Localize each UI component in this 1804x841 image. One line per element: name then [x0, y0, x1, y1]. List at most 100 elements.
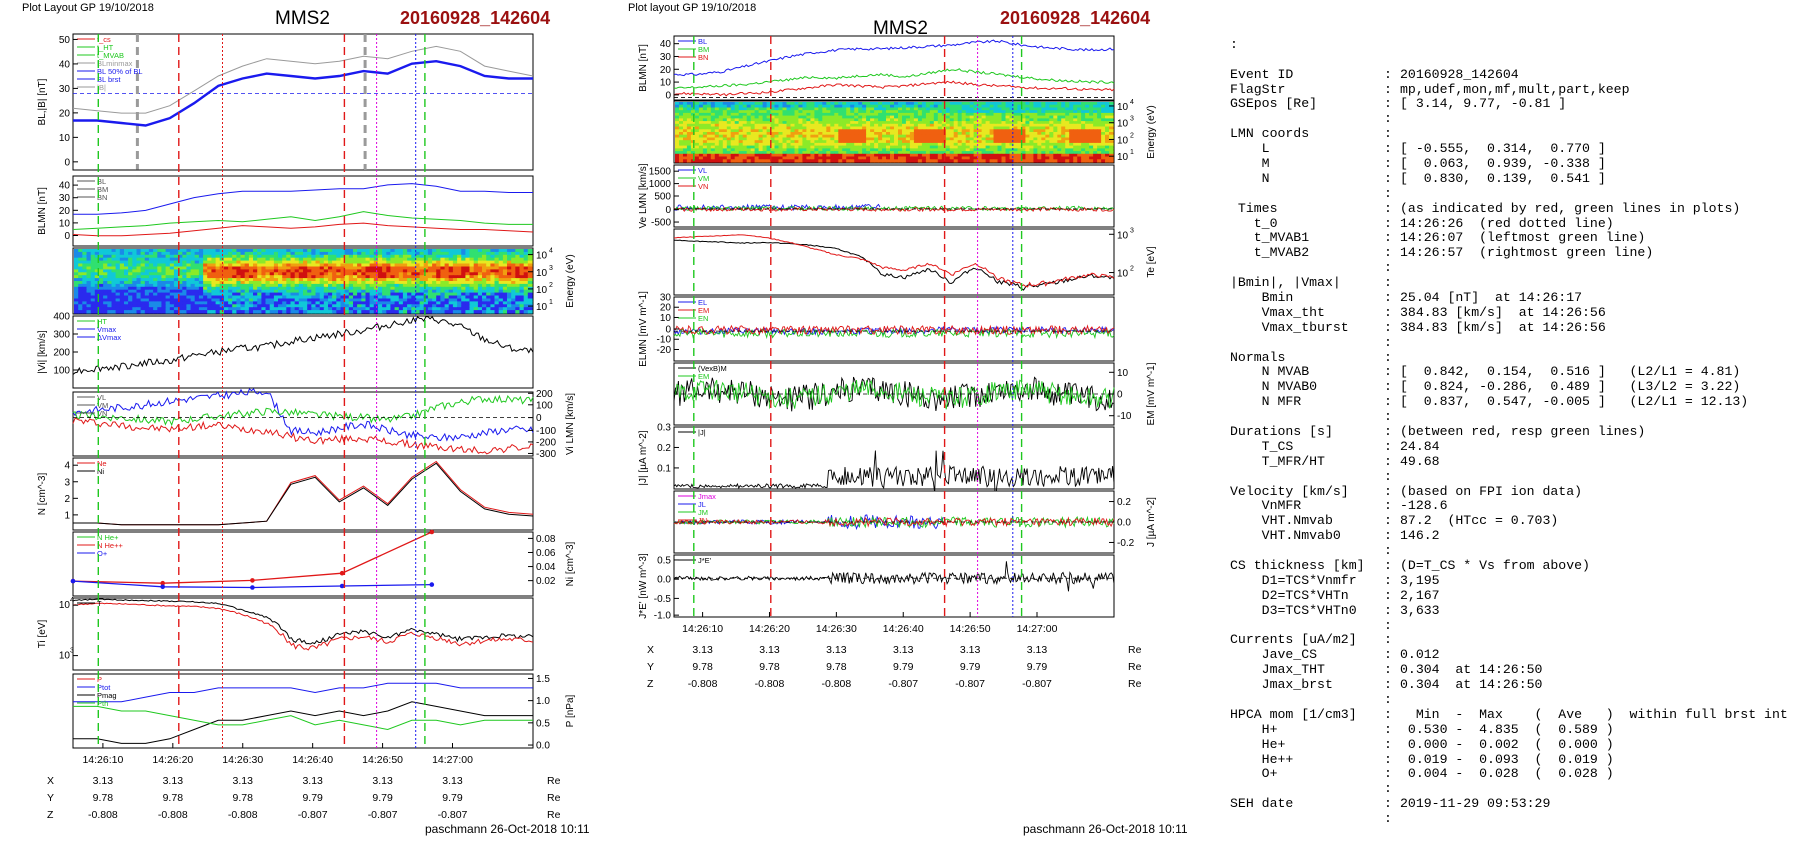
spectrogram-cell [1025, 112, 1030, 117]
spectrogram-cell [319, 260, 325, 265]
spectrogram-cell [770, 151, 776, 155]
spectrogram-cell [1037, 121, 1042, 125]
spectrogram-cell [1041, 142, 1046, 147]
spectrogram-cell [874, 153, 879, 158]
spectrogram-cell [1073, 112, 1078, 117]
spectrogram-cell [269, 301, 275, 305]
spectrogram-cell [842, 110, 847, 114]
spectrogram-cell [1061, 115, 1066, 119]
spectrogram-cell [461, 272, 466, 276]
left-spacecraft-title: MMS2 [275, 8, 330, 29]
spectrogram-cell [390, 254, 396, 259]
spectrogram-cell [290, 298, 296, 302]
spectrogram-cell [307, 289, 312, 294]
spectrogram-cell [511, 307, 516, 311]
spectrogram-cell [182, 257, 188, 262]
spectrogram-cell [148, 281, 154, 285]
spectrogram-cell [319, 269, 325, 273]
spectrogram-cell [328, 254, 333, 259]
spectrogram-cell [965, 102, 971, 106]
spectrogram-cell [373, 298, 379, 302]
spectrogram-cell [515, 295, 521, 299]
spectrogram-cell [228, 292, 233, 297]
spectrogram-cell [702, 110, 708, 114]
spectrogram-cell [862, 148, 867, 152]
spectrogram-cell [232, 283, 237, 288]
spectrogram-cell [457, 260, 462, 265]
spectrogram-cell [377, 295, 383, 299]
spectrogram-cell [1057, 115, 1062, 119]
spectrogram-cell [730, 137, 736, 141]
spectrogram-cell [253, 286, 258, 291]
spectrogram-cell [1033, 121, 1038, 125]
spectrogram-cell [203, 289, 208, 294]
spectrogram-cell [498, 251, 504, 256]
spectrogram-cell [702, 153, 708, 158]
spectrogram-cell [140, 289, 146, 294]
spectrogram-cell [124, 249, 129, 253]
legend-entry: BM [698, 45, 709, 54]
y-tick-label: 30 [59, 193, 71, 204]
spectrogram-cell [826, 115, 831, 119]
spectrogram-cell [448, 254, 454, 259]
spectrogram-cell [929, 151, 935, 155]
spectrogram-cell [710, 126, 716, 130]
spectrogram-cell [957, 112, 963, 117]
spectrogram-cell [894, 123, 899, 128]
spectrogram-cell [854, 137, 859, 141]
spectrogram-cell [1009, 110, 1015, 114]
spectrogram-cell [730, 112, 736, 117]
spectrogram-cell [965, 115, 971, 119]
spectrogram-cell [1061, 142, 1066, 147]
spectrogram-cell [1097, 132, 1102, 136]
spectrogram-cell [178, 275, 183, 279]
spectrogram-cell [290, 307, 296, 311]
spectrogram-cell [766, 126, 772, 130]
spectrogram-cell [902, 110, 907, 114]
spectrogram-cell [507, 278, 512, 282]
spectrogram-cell [111, 310, 117, 314]
spectrogram-cell [448, 266, 454, 270]
panel-frame [673, 35, 1115, 101]
spectrogram-cell [477, 295, 483, 299]
spectrogram-cell [207, 278, 212, 282]
spectrogram-cell [282, 278, 287, 282]
spectrogram-cell [702, 126, 708, 130]
spectrogram-cell [698, 123, 704, 128]
spectrogram-cell [153, 301, 158, 305]
spectrogram-cell [215, 283, 221, 288]
spectrogram-cell [1093, 123, 1098, 128]
spectrogram-cell [444, 289, 450, 294]
spectrogram-cell [746, 104, 752, 108]
spectrogram-cell [490, 295, 496, 299]
spectrogram-cell [298, 260, 304, 265]
spectrogram-cell [917, 112, 923, 117]
spectrogram-cell [402, 301, 408, 305]
spectrogram-cell [941, 121, 947, 125]
spectrogram-cell [1029, 126, 1034, 130]
spectrogram-cell [282, 283, 287, 288]
spectrogram-cell [778, 123, 784, 128]
spectrogram-cell [319, 304, 325, 308]
spectrogram-cell [933, 110, 939, 114]
spectrogram-cell [415, 266, 421, 270]
spectrogram-cell [461, 263, 466, 267]
spectrogram-cell [866, 112, 871, 117]
spectrogram-cell [890, 112, 895, 117]
spectrogram-cell [878, 123, 883, 128]
spectrogram-cell [365, 298, 371, 302]
spectrogram-cell [232, 272, 237, 276]
spectrogram-cell [290, 283, 296, 288]
spectrogram-cell [710, 137, 716, 141]
spectrogram-cell [427, 304, 433, 308]
spectrogram-cell [1041, 140, 1046, 144]
spectrogram-cell [261, 310, 267, 314]
spectrogram-cell [1037, 112, 1042, 117]
spectrogram-cell [810, 123, 815, 128]
spectrogram-cell [148, 260, 154, 265]
spectrogram-cell [1101, 132, 1106, 136]
spectrogram-cell [726, 156, 732, 160]
spectrogram-cell [153, 269, 158, 273]
spectrogram-cell [826, 112, 831, 117]
spectrogram-cell [198, 263, 204, 267]
